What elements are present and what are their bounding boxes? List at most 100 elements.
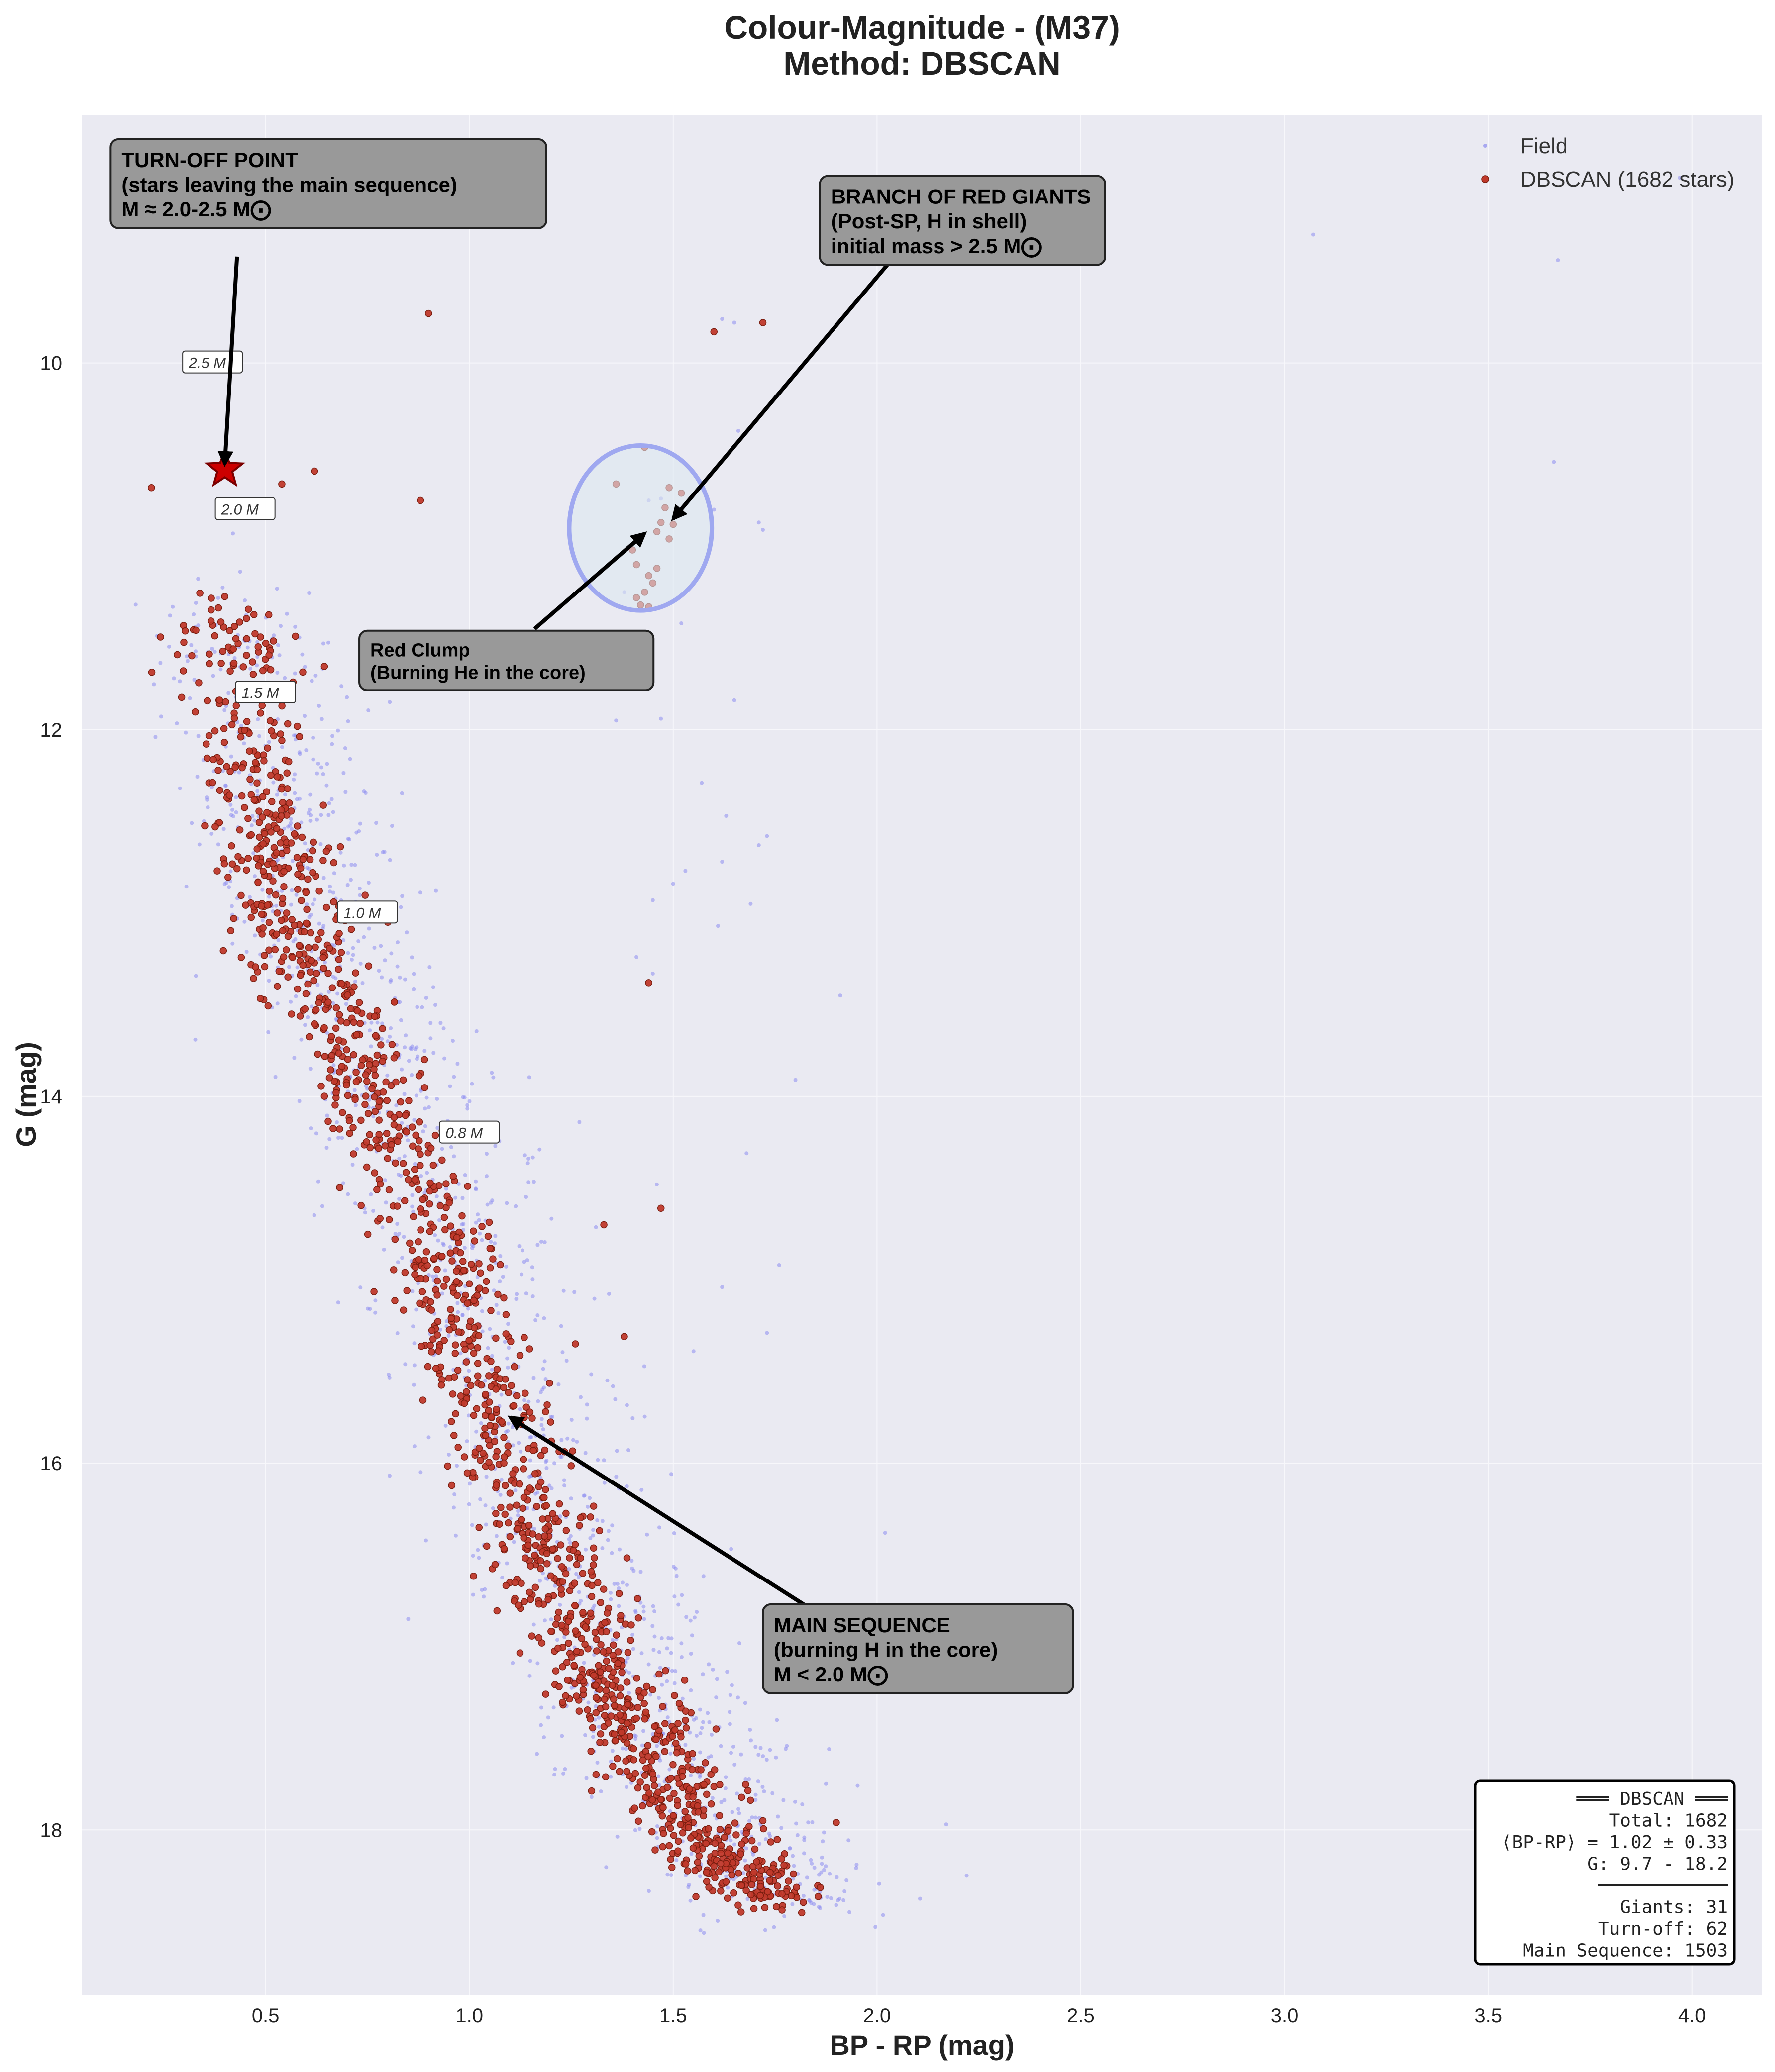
member-star-point [710,1862,718,1870]
member-star-point [415,1238,422,1246]
member-star-point [475,1524,483,1531]
member-star-point [537,1565,544,1573]
member-star-point [459,1258,467,1265]
field-star-point [732,698,736,702]
field-star-point [750,1815,754,1820]
field-star-point [404,1033,408,1038]
field-star-point [701,1913,706,1917]
member-star-point [377,1180,384,1188]
field-star-point [633,1828,637,1832]
member-star-point [261,830,268,837]
member-star-point [716,1826,724,1833]
field-star-point [765,834,769,838]
member-star-point [603,1628,610,1636]
field-star-point [363,1210,367,1215]
member-star-point [427,1348,435,1356]
member-star-point [208,594,215,602]
field-star-point [749,1738,753,1743]
field-star-point [526,1399,531,1404]
member-star-point [681,1808,689,1815]
member-star-point [437,1381,445,1389]
field-star-point [344,1002,348,1006]
annotation-text-turnoff: M ≈ 2.0-2.5 M⨀ [121,197,271,221]
field-star-point [674,1574,679,1578]
member-star-point [260,757,268,765]
field-star-point [638,1600,643,1605]
mass-label: 2.0 M [221,501,259,518]
member-star-point [634,1817,642,1825]
field-star-point [498,1254,503,1258]
field-star-point [646,1662,651,1667]
field-star-point [514,1204,518,1208]
member-star-point [283,769,291,777]
member-star-point [313,970,320,977]
member-star-point [410,1213,417,1220]
field-star-point [729,1838,733,1843]
field-star-point [434,1274,438,1279]
member-star-point [595,1662,603,1670]
field-star-point [266,1030,271,1034]
field-star-point [650,1732,655,1736]
member-star-point [302,889,310,896]
member-star-point [675,1700,683,1707]
member-star-point [717,1887,725,1895]
x-tick-label: 4.0 [1678,2005,1706,2027]
member-star-point [350,1150,357,1158]
field-star-point [536,1399,540,1403]
field-star-point [494,1303,499,1307]
field-star-point [722,1798,727,1802]
field-star-point [441,1243,446,1247]
member-star-point [335,956,343,963]
field-star-point [295,965,300,970]
field-star-point [625,1582,629,1587]
field-star-point [500,1576,505,1580]
member-star-point [563,1659,571,1666]
member-star-point [669,1733,676,1740]
member-star-point [361,891,369,899]
member-star-point [476,1284,483,1292]
member-star-point [616,1692,624,1700]
member-star-point [220,725,228,732]
field-star-point [283,676,287,680]
member-star-point [328,984,336,991]
member-star-point [298,897,305,904]
member-star-point [444,1462,452,1470]
member-star-point [702,1840,710,1847]
field-star-point [247,895,252,899]
member-star-point [535,1600,543,1608]
member-star-point [383,1097,391,1104]
member-star-point [415,1185,422,1193]
member-star-point [353,1031,360,1039]
member-star-point [624,1701,631,1708]
member-star-point [520,1534,527,1542]
field-star-point [513,1488,518,1493]
field-star-point [639,1651,644,1656]
field-star-point [657,1525,662,1530]
field-star-point [255,655,260,659]
member-star-point [640,1699,648,1707]
member-star-point [522,1403,530,1411]
field-star-point [346,836,350,841]
member-star-point [526,1595,534,1603]
member-star-point [438,1156,446,1164]
field-star-point [568,1534,573,1538]
member-star-point [506,1533,514,1541]
field-star-point [400,1256,405,1260]
field-star-point [171,604,175,609]
field-star-point [620,1625,624,1630]
field-star-point [332,943,337,948]
member-star-point [687,1834,695,1842]
member-star-point [267,717,274,725]
member-star-point [400,1306,408,1314]
member-star-point [521,1334,528,1341]
field-star-point [422,1049,427,1053]
chart-title: Colour-Magnitude - (M37) [724,9,1120,46]
field-star-point [694,1733,699,1738]
member-star-point [310,838,317,846]
member-star-point [330,898,337,906]
field-star-point [280,745,284,749]
field-star-point [597,1715,601,1720]
member-star-point [566,1554,573,1562]
field-star-point [416,1281,420,1285]
member-star-point [627,1621,635,1629]
